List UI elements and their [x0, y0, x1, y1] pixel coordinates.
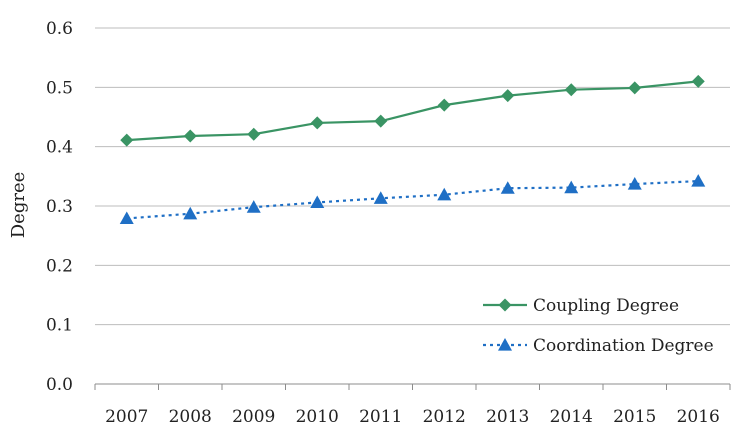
triangle-marker — [183, 206, 198, 220]
y-axis-title: Degree — [8, 172, 29, 239]
triangle-marker — [119, 211, 134, 225]
x-tick-label: 2008 — [169, 407, 212, 427]
triangle-marker — [373, 191, 388, 204]
y-tick-label: 0.0 — [46, 375, 73, 395]
gridlines — [95, 27, 730, 326]
triangle-marker — [627, 177, 642, 190]
series-group — [119, 74, 706, 225]
triangle-marker — [246, 200, 261, 213]
x-tick-label: 2011 — [359, 407, 402, 427]
legend-marker — [498, 298, 512, 312]
x-tick-label: 2015 — [613, 407, 656, 427]
x-tick-labels: 2007 2008 2009 2010 2011 2012 2013 2014 2015 2016 — [105, 407, 720, 427]
triangle-marker — [437, 187, 452, 201]
y-tick-label: 0.4 — [46, 138, 73, 158]
triangle-marker — [564, 180, 579, 194]
x-tick-label: 2007 — [105, 407, 148, 427]
series-line-1 — [126, 80, 699, 142]
legend-marker — [498, 338, 512, 351]
y-tick-label: 0.2 — [46, 256, 73, 276]
diamond-marker — [691, 74, 705, 88]
x-tick-label: 2014 — [550, 407, 593, 427]
y-tick-label: 0.5 — [46, 78, 73, 98]
diamond-marker — [437, 98, 451, 112]
legend: Coupling Degree Coordination Degree — [483, 296, 714, 356]
x-tick-label: 2012 — [423, 407, 466, 427]
axes — [94, 383, 731, 390]
y-tick-label: 0.3 — [46, 197, 73, 217]
diamond-marker — [564, 83, 578, 97]
legend-label: Coupling Degree — [533, 296, 679, 316]
x-tick-label: 2016 — [677, 407, 720, 427]
triangle-marker — [691, 174, 706, 187]
y-tick-label: 0.1 — [46, 316, 73, 336]
triangle-marker — [500, 181, 515, 194]
legend-label: Coordination Degree — [533, 336, 714, 356]
x-tick-label: 2010 — [296, 407, 339, 427]
x-tick-label: 2013 — [486, 407, 529, 427]
diamond-marker — [374, 114, 388, 128]
x-tick-label: 2009 — [232, 407, 275, 427]
diamond-marker — [120, 133, 134, 147]
diamond-marker — [247, 127, 261, 141]
diamond-marker — [628, 81, 642, 95]
diamond-marker — [183, 129, 197, 143]
y-tick-label: 0.6 — [46, 19, 73, 39]
triangle-marker — [310, 195, 325, 209]
diamond-marker — [501, 89, 515, 103]
y-tick-labels: 0.0 0.1 0.2 0.3 0.4 0.5 0.6 — [46, 19, 73, 395]
diamond-marker — [310, 116, 324, 130]
series-line-2 — [126, 179, 699, 220]
